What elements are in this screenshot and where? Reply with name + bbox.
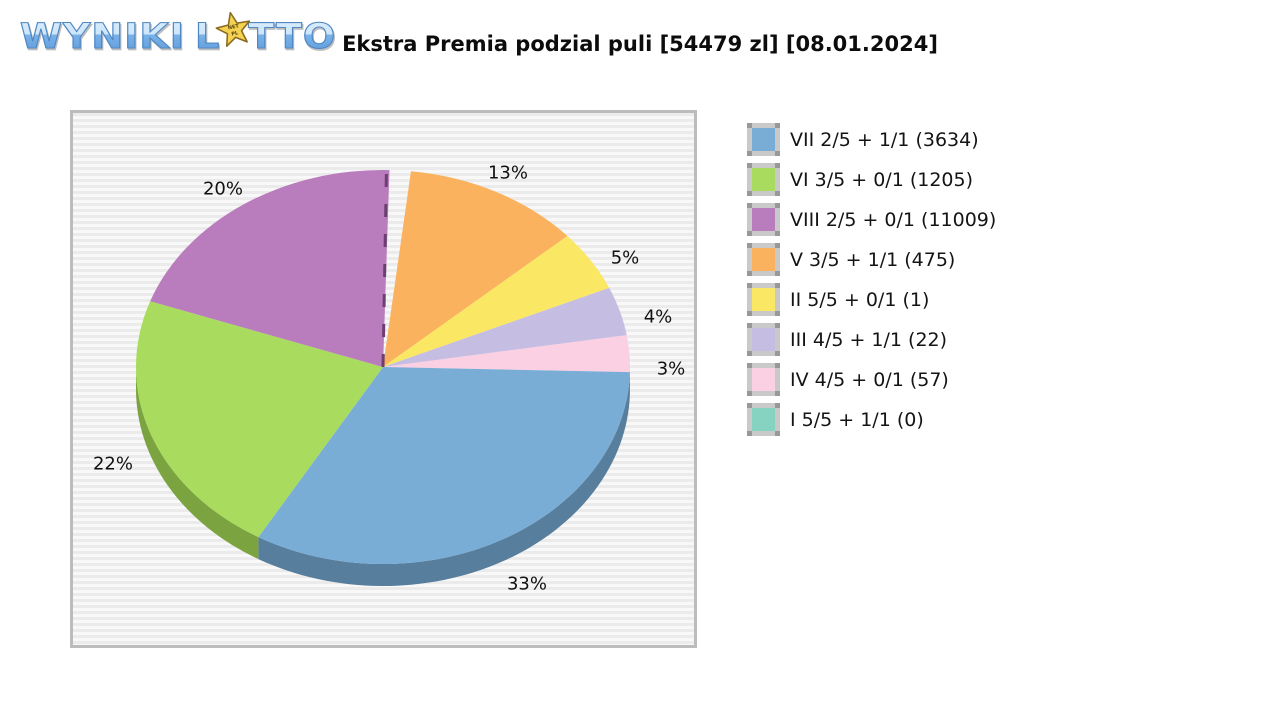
legend-item: II 5/5 + 0/1 (1) bbox=[747, 283, 996, 316]
legend-item: VIII 2/5 + 0/1 (11009) bbox=[747, 203, 996, 236]
legend-item: III 4/5 + 1/1 (22) bbox=[747, 323, 996, 356]
percent-label: 4% bbox=[644, 307, 673, 328]
legend-item-label: II 5/5 + 0/1 (1) bbox=[790, 288, 930, 311]
legend-item-label: I 5/5 + 1/1 (0) bbox=[790, 408, 924, 431]
pie-slice bbox=[383, 171, 568, 367]
legend-item-label: VIII 2/5 + 0/1 (11009) bbox=[790, 208, 997, 231]
page-title: Ekstra Premia podzial puli [54479 zl] [0… bbox=[342, 32, 938, 56]
percent-label: 20% bbox=[203, 179, 243, 200]
logo-word-l: L bbox=[194, 15, 221, 57]
pie-slice-side bbox=[136, 367, 259, 560]
pie-slice bbox=[383, 235, 610, 367]
pie-slice bbox=[258, 367, 630, 565]
wyniki-lotto-logo[interactable]: WYNIKI L NET PL TTO bbox=[19, 10, 337, 62]
pie-slice-side bbox=[258, 372, 630, 587]
legend-item: VI 3/5 + 0/1 (1205) bbox=[747, 163, 996, 196]
legend-item-label: III 4/5 + 1/1 (22) bbox=[790, 328, 948, 351]
logo-word-wyniki: WYNIKI bbox=[19, 15, 185, 57]
pie-slice bbox=[383, 287, 627, 367]
legend-color-chip bbox=[747, 243, 780, 276]
legend-item-label: VII 2/5 + 1/1 (3634) bbox=[790, 128, 979, 151]
star-text-line1: NET bbox=[228, 23, 241, 31]
pie-chart: 13% 5% 4% 3% 33% 22% 20% bbox=[93, 163, 686, 595]
legend-item-label: IV 4/5 + 0/1 (57) bbox=[790, 368, 949, 391]
legend-color-chip bbox=[747, 283, 780, 316]
star-icon: NET PL bbox=[214, 10, 254, 54]
pie-slice bbox=[150, 170, 390, 367]
legend-color-chip bbox=[747, 163, 780, 196]
pie-zero-slice-line bbox=[381, 169, 388, 368]
legend-color-chip bbox=[747, 363, 780, 396]
legend-color-chip bbox=[747, 203, 780, 236]
legend-color-chip bbox=[747, 323, 780, 356]
percent-label: 5% bbox=[611, 248, 640, 269]
legend-item-label: VI 3/5 + 0/1 (1205) bbox=[790, 168, 974, 191]
percent-label: 3% bbox=[657, 359, 686, 380]
pie-slice bbox=[136, 301, 383, 538]
legend-item: V 3/5 + 1/1 (475) bbox=[747, 243, 996, 276]
legend-item: I 5/5 + 1/1 (0) bbox=[747, 403, 996, 436]
percent-label: 13% bbox=[488, 163, 528, 184]
star-text-line2: PL bbox=[231, 30, 240, 37]
legend-item: VII 2/5 + 1/1 (3634) bbox=[747, 123, 996, 156]
logo-word-tto: TTO bbox=[248, 15, 337, 57]
percent-label: 33% bbox=[507, 574, 547, 595]
chart-panel: 13% 5% 4% 3% 33% 22% 20% bbox=[70, 110, 697, 648]
legend-item-label: V 3/5 + 1/1 (475) bbox=[790, 248, 956, 271]
legend-color-chip bbox=[747, 403, 780, 436]
pie-slice bbox=[383, 335, 631, 373]
legend-item: IV 4/5 + 0/1 (57) bbox=[747, 363, 996, 396]
legend-color-chip bbox=[747, 123, 780, 156]
legend: VII 2/5 + 1/1 (3634) VI 3/5 + 0/1 (1205)… bbox=[747, 123, 996, 443]
percent-label: 22% bbox=[93, 454, 133, 475]
